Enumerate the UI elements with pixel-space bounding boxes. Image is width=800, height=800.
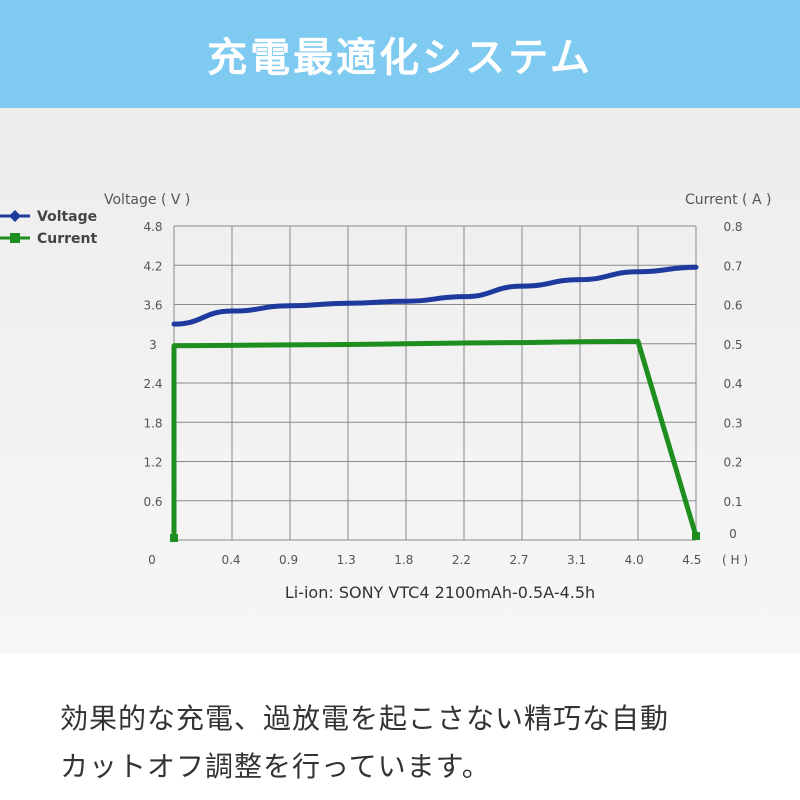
- charging-chart: Voltage ( V ) Current ( A ) Voltage Curr…: [0, 192, 771, 602]
- chart-area: Voltage ( V ) Current ( A ) Voltage Curr…: [0, 108, 800, 653]
- y-tick-label: 0.6: [143, 495, 162, 509]
- x-tick-label: 1.8: [394, 553, 413, 567]
- x-tick-label: 2.7: [509, 553, 528, 567]
- y2-axis-title: Current ( A ): [685, 192, 771, 208]
- x-tick-label: 0.9: [279, 553, 298, 567]
- x-axis-unit: ( H ): [722, 553, 748, 567]
- y2-tick-label: 0: [729, 527, 737, 541]
- y2-tick-label: 0.2: [723, 456, 742, 470]
- tick-labels: 0 0.4 0.9 1.3 1.8 2.2 2.7 3.1 4.0 4.5 0.6 1.2 1.8 2.4…: [143, 220, 742, 567]
- legend: Voltage Current: [0, 209, 98, 247]
- y2-tick-label: 0.6: [723, 299, 742, 313]
- y-tick-label: 1.2: [143, 456, 162, 470]
- y2-tick-label: 0.3: [723, 416, 742, 430]
- y-tick-label: 3.6: [143, 299, 162, 313]
- y2-tick-label: 0.8: [723, 220, 742, 234]
- chart-subtitle: Li-ion: SONY VTC4 2100mAh-0.5A-4.5h: [285, 583, 595, 602]
- legend-current-marker: [10, 233, 20, 243]
- data-point-current: [170, 534, 178, 543]
- x-tick-label: 0: [148, 553, 156, 567]
- y-tick-label: 1.8: [143, 416, 162, 430]
- y2-tick-label: 0.7: [723, 259, 742, 273]
- x-tick-label: 3.1: [567, 553, 586, 567]
- series-line-voltage: [171, 264, 699, 327]
- y-tick-label: 3: [149, 338, 157, 352]
- y-tick-label: 2.4: [143, 377, 162, 391]
- x-tick-label: 0.4: [221, 553, 240, 567]
- y-tick-label: 4.2: [143, 259, 162, 273]
- header-banner: 充電最適化システム: [0, 0, 800, 108]
- footer-line-1: 効果的な充電、過放電を起こさない精巧な自動: [60, 702, 670, 735]
- x-tick-label: 1.3: [337, 553, 356, 567]
- series: [170, 264, 700, 543]
- y2-tick-label: 0.5: [723, 338, 742, 352]
- legend-voltage-label: Voltage: [37, 209, 97, 225]
- y2-tick-label: 0.1: [723, 495, 742, 509]
- footer-description: 効果的な充電、過放電を起こさない精巧な自動 カットオフ調整を行っています。: [60, 695, 760, 791]
- page-title: 充電最適化システム: [207, 35, 593, 81]
- x-tick-label: 4.5: [682, 553, 701, 567]
- footer-line-2: カットオフ調整を行っています。: [60, 750, 491, 783]
- legend-current-label: Current: [37, 231, 98, 247]
- legend-voltage-marker: [9, 210, 21, 222]
- grid: [173, 225, 697, 541]
- x-tick-label: 4.0: [625, 553, 644, 567]
- series-line-current: [171, 338, 699, 541]
- x-tick-label: 2.2: [452, 553, 471, 567]
- y-tick-label: 4.8: [143, 220, 162, 234]
- data-point-current: [692, 532, 700, 541]
- y-axis-title: Voltage ( V ): [104, 192, 190, 208]
- y2-tick-label: 0.4: [723, 377, 742, 391]
- footer: 効果的な充電、過放電を起こさない精巧な自動 カットオフ調整を行っています。: [0, 675, 800, 800]
